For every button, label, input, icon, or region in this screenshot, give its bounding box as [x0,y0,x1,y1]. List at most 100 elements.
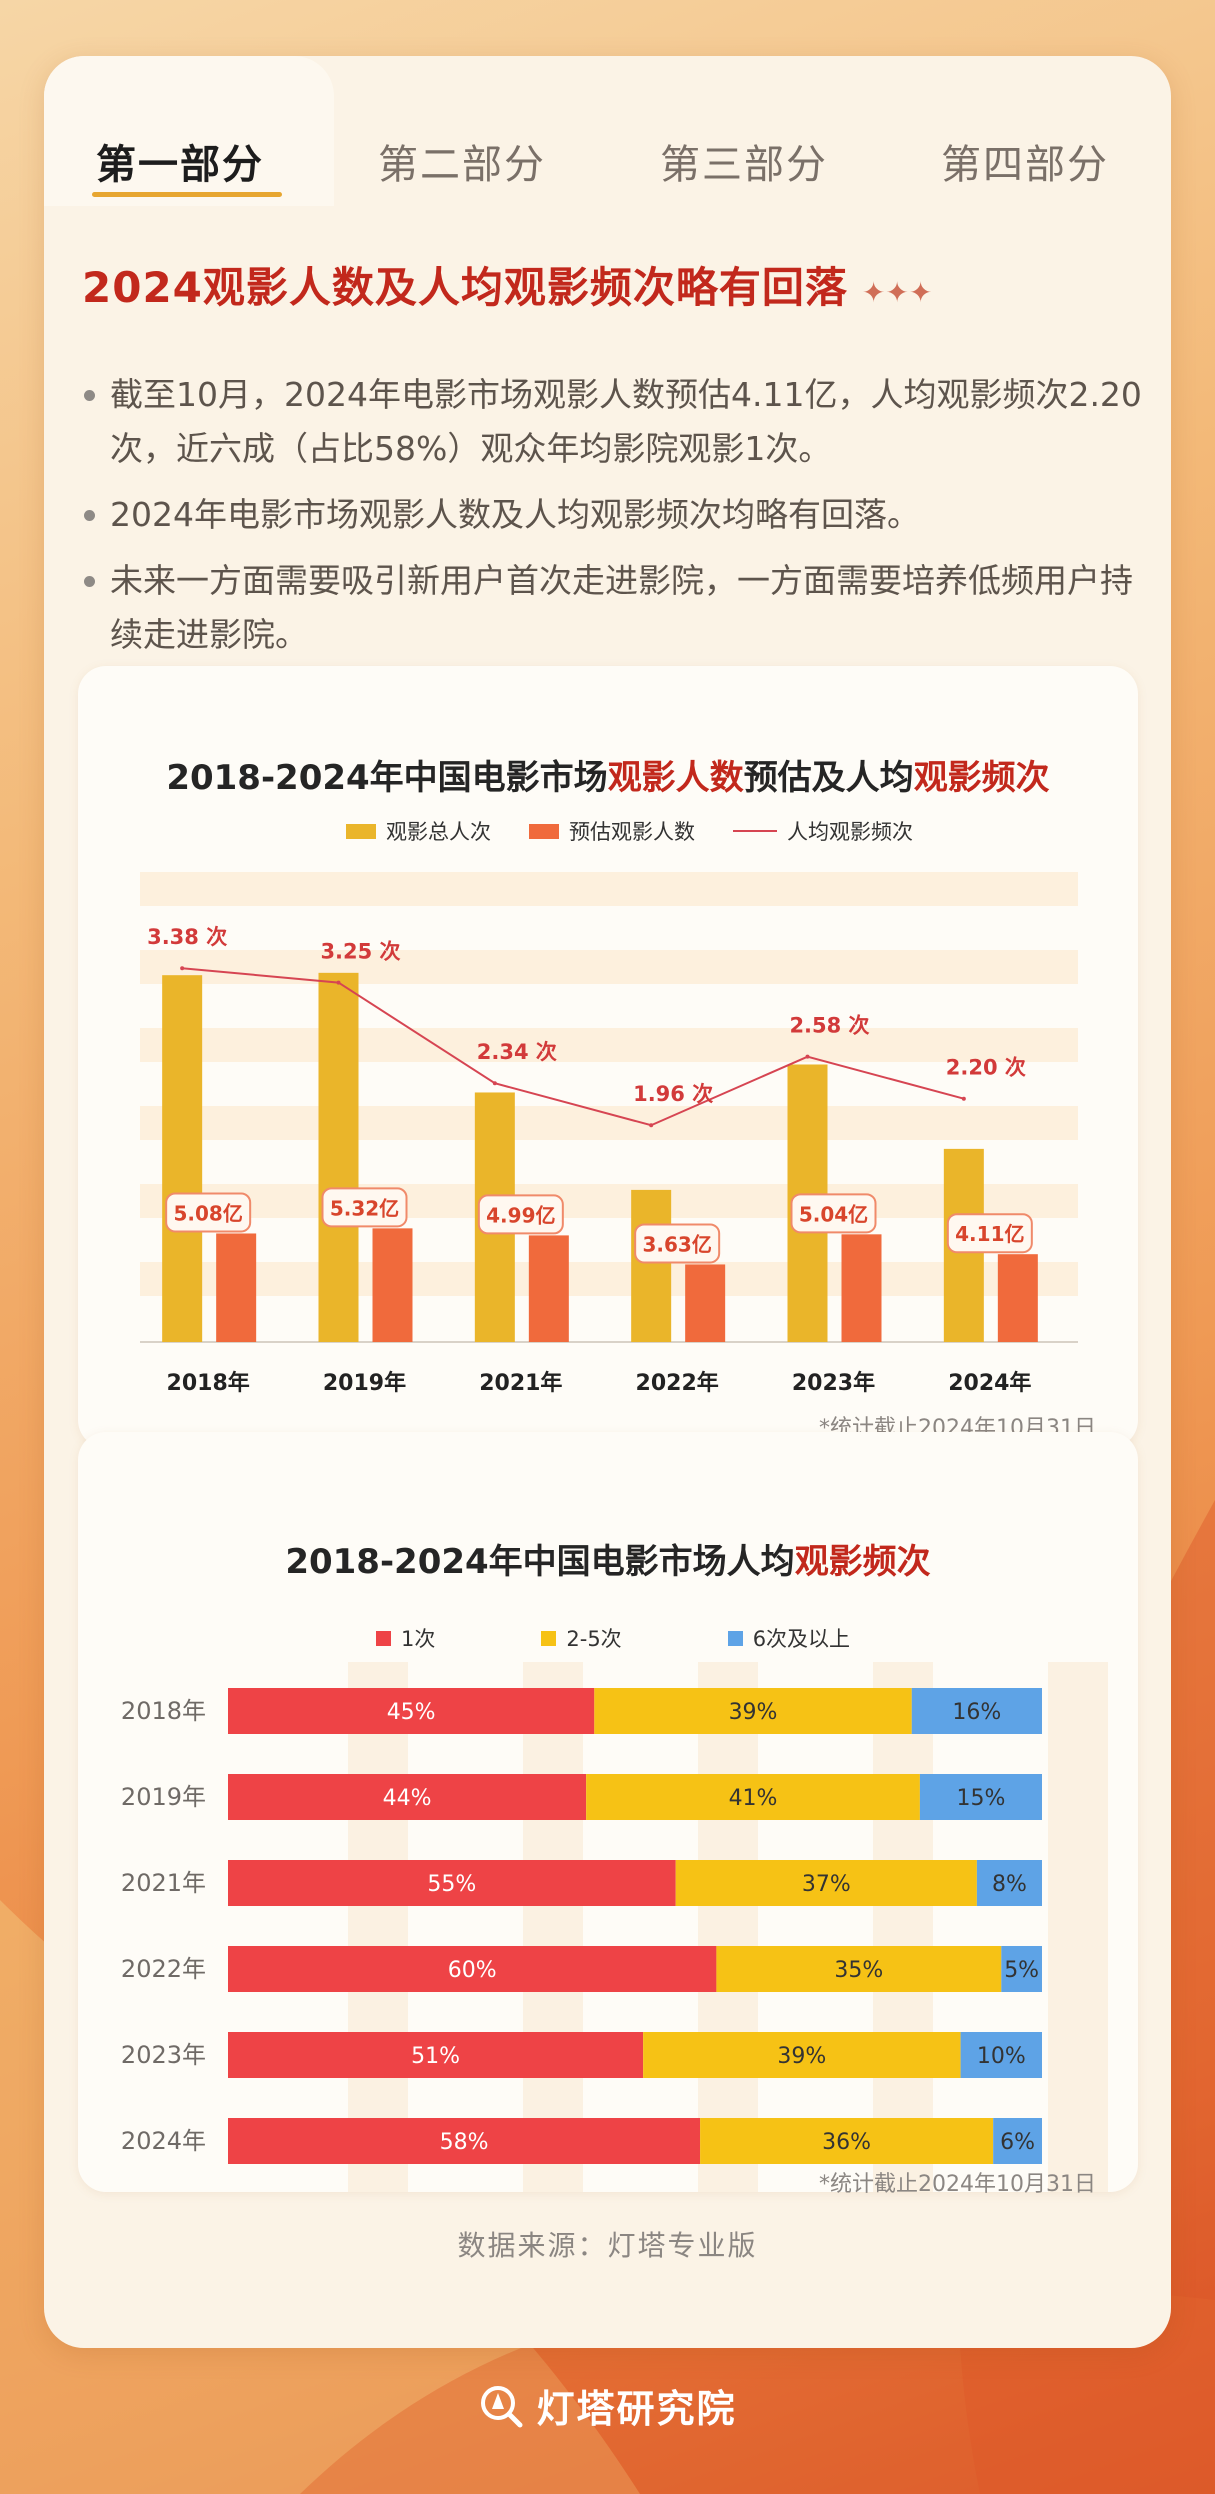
bar-estimated-audience [216,1233,257,1342]
stacked-segment [700,2118,994,2164]
legend-item-2-5: 2-5次 [541,1623,622,1653]
data-label-audience: 5.08亿 [173,1201,242,1225]
segment-value-label: 39% [777,2044,826,2069]
data-label-frequency: 2.34 次 [477,1040,557,1064]
y-tick-label: 2018年 [121,1697,206,1725]
grid-band [523,1662,583,2192]
legend-label: 1次 [401,1627,436,1651]
stacked-segment [993,2118,1042,2164]
legend-swatch [727,1630,743,1646]
data-label-badge [165,1192,252,1233]
x-tick-label: 2023年 [792,1370,875,1396]
legend-swatch [541,1630,557,1646]
section-headline: 2024观影人数及人均观影频次略有回落 ✦✦✦ [82,254,932,315]
chart-legend-audience: 观影总人次 预估观影人数 人均观影频次 [346,816,951,846]
segment-value-label: 37% [802,1872,851,1897]
line-per-capita-frequency [182,967,965,1127]
grid-band [698,1662,758,2192]
legend-label: 6次及以上 [752,1627,851,1651]
legend-swatch [376,1630,391,1646]
tab-part-1[interactable]: 第一部分 [96,142,264,188]
chart-note: *统计截止2024年10月31日 [819,2172,1096,2197]
grid-band [348,1662,408,2192]
segment-value-label: 58% [440,2130,489,2155]
y-tick-label: 2024年 [121,2127,206,2155]
data-label-audience: 5.32亿 [330,1196,399,1220]
data-label-frequency: 3.38 次 [147,925,227,949]
stacked-segment [228,2118,701,2164]
stacked-segment [228,1774,587,1820]
stacked-segment [228,2032,644,2078]
bar-total-viewings [318,972,359,1342]
tab-part-3[interactable]: 第三部分 [660,142,828,188]
data-source: 数据来源：灯塔专业版 [457,2229,758,2262]
legend-item-people: 预估观影人数 [529,816,695,846]
bar-estimated-audience [372,1228,413,1342]
x-tick-label: 2019年 [323,1370,406,1396]
segment-value-label: 16% [952,1700,1001,1725]
bar-estimated-audience [997,1254,1038,1342]
segment-value-label: 5% [1004,1958,1039,1983]
bullet-item: 2024年电影市场观影人数及人均观影频次均略有回落。 [82,488,1142,542]
line-point [180,966,185,971]
data-label-audience: 4.11亿 [955,1222,1024,1246]
combo-chart: 5.08亿 2018年 5.32亿 2019年 4.99亿 2021年 3.63亿 2022年… [140,872,1078,1396]
stacked-segment [716,1946,1002,1992]
brand-name: 灯塔研究院 [536,2387,737,2431]
grid-stripe [140,872,1078,906]
stacked-segment [1001,1946,1042,1992]
data-label-audience: 3.63亿 [642,1232,711,1256]
bar-total-viewings [631,1189,672,1342]
title-part-highlight: 观影频次 [794,1542,931,1582]
segment-value-label: 8% [992,1872,1027,1897]
legend-item-once: 1次 [376,1623,435,1653]
data-label-badge [790,1193,877,1234]
stacked-segment [228,1860,676,1906]
title-part-highlight: 观影频次 [913,758,1050,798]
stacked-segment [228,1688,595,1734]
title-part-highlight: 观影人数 [607,758,744,798]
line-point [805,1054,810,1059]
x-tick-label: 2022年 [636,1370,719,1396]
segment-value-label: 51% [411,2044,460,2069]
content-card: 第一部分 第二部分 第三部分 第四部分 2024观影人数及人均观影频次略有回落 ✦… [44,56,1171,2348]
y-tick-label: 2022年 [121,1955,206,1983]
title-part: 2018-2024年中国电影市场人均 [285,1542,795,1582]
data-label-frequency: 3.25 次 [320,940,400,964]
grid-stripe [140,1028,1078,1062]
data-label-audience: 5.04亿 [799,1202,868,1226]
data-label-badge [477,1194,564,1235]
data-label-badge [321,1187,408,1228]
legend-line [733,830,777,832]
stacked-segment [976,1860,1042,1906]
stacked-segment [675,1860,977,1906]
chart-panel-frequency: 2018-2024年中国电影市场人均观影频次 1次 2-5次 6次及以上 201… [78,1432,1138,2197]
segment-value-label: 55% [427,1872,476,1897]
legend-label: 人均观影频次 [787,820,913,844]
grid-band [1048,1662,1108,2192]
data-label-badge [946,1213,1033,1254]
bar-estimated-audience [841,1234,882,1342]
y-tick-label: 2023年 [121,2041,206,2069]
chart-title-frequency: 2018-2024年中国电影市场人均观影频次 [78,1534,1138,1583]
legend-swatch [346,823,376,839]
stacked-bar-chart: 2018年 45% 39% 16% 2019年 44% 41% 15% 2021年 55% 37% 8… [121,1662,1108,2192]
chart-title-audience: 2018-2024年中国电影市场观影人数预估及人均观影频次 [78,750,1138,799]
grid-stripe [140,1106,1078,1140]
grid-stripe [140,1184,1078,1218]
segment-value-label: 41% [729,1786,778,1811]
tab-part-4[interactable]: 第四部分 [941,142,1109,188]
data-label-frequency: 2.20 次 [946,1056,1026,1080]
segment-value-label: 15% [956,1786,1005,1811]
summary-bullets: 截至10月，2024年电影市场观影人数预估4.11亿，人均观影频次2.20次，近… [82,368,1142,674]
tab-part-2[interactable]: 第二部分 [378,142,546,188]
segment-value-label: 45% [387,1700,436,1725]
bullet-item: 未来一方面需要吸引新用户首次走进影院，一方面需要培养低频用户持续走进影院。 [82,554,1142,662]
segment-value-label: 10% [977,2044,1026,2069]
stacked-segment [960,2032,1042,2078]
x-tick-label: 2018年 [167,1370,250,1396]
segment-value-label: 39% [729,1700,778,1725]
data-label-frequency: 2.58 次 [789,1014,869,1038]
legend-label: 预估观影人数 [569,820,695,844]
x-tick-label: 2024年 [948,1370,1031,1396]
